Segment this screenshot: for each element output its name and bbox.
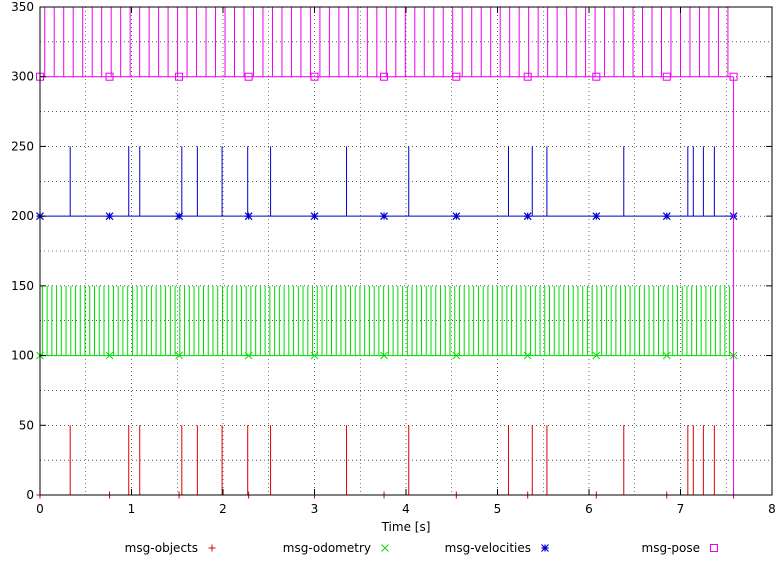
y-tick-label: 350 bbox=[11, 0, 34, 14]
x-tick-label: 3 bbox=[311, 502, 319, 516]
data-point bbox=[523, 212, 532, 221]
data-point bbox=[244, 351, 253, 360]
data-point bbox=[592, 212, 601, 221]
y-tick-label: 150 bbox=[11, 279, 34, 293]
y-tick-label: 50 bbox=[19, 418, 34, 432]
legend-label: msg-velocities bbox=[445, 541, 531, 555]
data-point bbox=[380, 212, 388, 221]
data-point bbox=[105, 72, 114, 81]
series-msg-odometry bbox=[36, 285, 738, 360]
legend-label: msg-objects bbox=[125, 541, 198, 555]
data-point bbox=[310, 212, 319, 221]
series-line bbox=[40, 285, 734, 357]
series-msg-pose bbox=[36, 7, 738, 81]
legend-marker bbox=[208, 544, 216, 552]
series-line bbox=[40, 7, 734, 78]
data-point bbox=[452, 212, 461, 221]
legend-marker bbox=[710, 544, 718, 552]
x-tick-label: 7 bbox=[677, 502, 685, 516]
x-tick-label: 5 bbox=[494, 502, 502, 516]
legend-marker bbox=[381, 544, 389, 552]
data-point bbox=[310, 351, 319, 360]
data-point bbox=[175, 351, 183, 360]
x-tick-label: 6 bbox=[585, 502, 593, 516]
legend: msg-objects msg-odometry msg-velocities msg… bbox=[125, 541, 718, 555]
data-point bbox=[380, 351, 388, 360]
x-tick-label: 8 bbox=[768, 502, 776, 516]
data-point bbox=[662, 351, 671, 360]
data-point bbox=[310, 72, 319, 81]
data-point bbox=[523, 72, 532, 81]
x-tick-label: 0 bbox=[36, 502, 44, 516]
data-point bbox=[175, 72, 184, 81]
ticks: 0 1 2 3 4 5 6 7 8 0 50 100 150 200 250 300 350 bbox=[11, 0, 776, 516]
legend-label: msg-pose bbox=[642, 541, 700, 555]
data-point bbox=[105, 212, 114, 221]
x-tick-label: 4 bbox=[402, 502, 410, 516]
data-point bbox=[662, 212, 671, 221]
data-point bbox=[523, 351, 532, 360]
legend-marker bbox=[541, 544, 549, 552]
data-point bbox=[244, 212, 253, 221]
x-axis-label: Time [s] bbox=[381, 520, 431, 534]
data-point bbox=[592, 351, 601, 360]
data-point bbox=[244, 72, 253, 81]
data-point bbox=[380, 72, 389, 81]
y-tick-label: 200 bbox=[11, 209, 34, 223]
grid bbox=[40, 7, 772, 495]
x-tick-label: 2 bbox=[219, 502, 227, 516]
y-tick-label: 100 bbox=[11, 349, 34, 363]
data-point bbox=[662, 72, 671, 81]
data-point bbox=[452, 72, 461, 81]
data-point bbox=[452, 351, 461, 360]
data-point bbox=[175, 212, 184, 221]
data-point bbox=[592, 72, 601, 81]
y-tick-label: 250 bbox=[11, 139, 34, 153]
legend-label: msg-odometry bbox=[283, 541, 371, 555]
x-tick-label: 1 bbox=[128, 502, 136, 516]
y-tick-label: 300 bbox=[11, 70, 34, 84]
data-point bbox=[105, 351, 114, 360]
series-line bbox=[40, 146, 734, 217]
y-tick-label: 0 bbox=[26, 488, 34, 502]
